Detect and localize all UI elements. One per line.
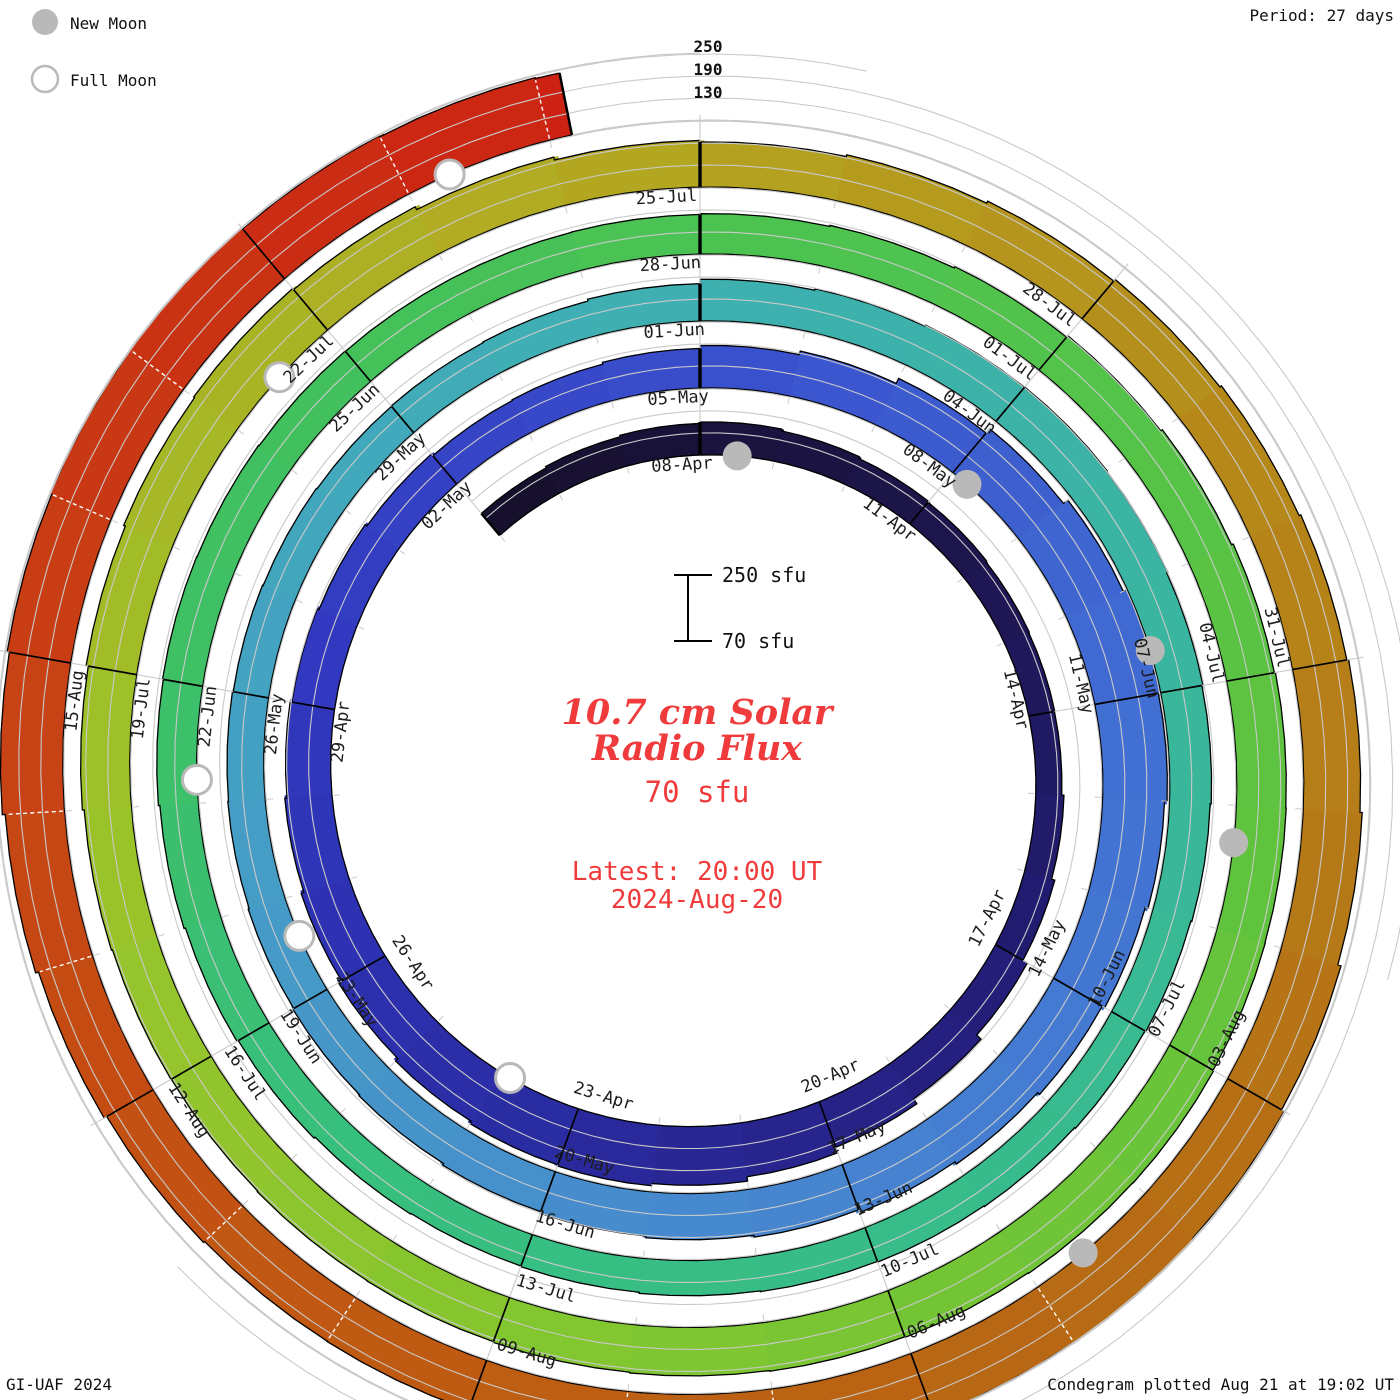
flux-scale-bar bbox=[674, 574, 712, 642]
chart-title-line1: 10.7 cm Solar bbox=[562, 692, 836, 733]
date-tick-label: 05-May bbox=[647, 387, 709, 411]
full-moon-marker bbox=[433, 158, 466, 191]
full-moon-marker bbox=[494, 1061, 527, 1094]
latest-time-label: Latest: 20:00 UT bbox=[572, 857, 823, 887]
full-moon-label: Full Moon bbox=[70, 71, 157, 90]
radial-scale-250: 250 bbox=[694, 37, 723, 56]
moon-legend: New Moon Full Moon bbox=[30, 9, 157, 94]
scale-bottom-label: 70 sfu bbox=[722, 629, 794, 653]
new-moon-label: New Moon bbox=[70, 14, 147, 33]
center-titles: 10.7 cm Solar Radio Flux 70 sfu Latest: … bbox=[562, 692, 836, 915]
credit-label: GI-UAF 2024 bbox=[6, 1375, 112, 1394]
date-tick-label: 28-Jun bbox=[639, 253, 701, 277]
spiral-plot: 08-Apr11-Apr14-Apr17-Apr20-Apr23-Apr26-A… bbox=[0, 52, 1400, 1400]
latest-flux-value: 70 sfu bbox=[645, 775, 750, 809]
full-moon-marker bbox=[263, 361, 296, 394]
latest-date-label: 2024-Aug-20 bbox=[611, 885, 783, 915]
radial-scale-190: 190 bbox=[694, 60, 723, 79]
full-moon-marker bbox=[180, 763, 213, 796]
date-tick-label: 08-Apr bbox=[651, 453, 713, 477]
radial-scale: 250 190 130 bbox=[694, 37, 723, 102]
new-moon-icon bbox=[32, 9, 58, 35]
new-moon-marker bbox=[1219, 828, 1249, 858]
full-moon-icon bbox=[30, 64, 60, 94]
radial-scale-130: 130 bbox=[694, 83, 723, 102]
scale-top-label: 250 sfu bbox=[722, 563, 806, 587]
new-moon-marker bbox=[1068, 1238, 1098, 1268]
new-moon-marker bbox=[722, 441, 752, 471]
chart-title-line2: Radio Flux bbox=[591, 728, 803, 769]
new-moon-marker bbox=[952, 469, 982, 499]
new-moon-marker bbox=[1135, 636, 1165, 666]
period-label: Period: 27 days bbox=[1250, 6, 1395, 25]
date-tick-label: 01-Jun bbox=[643, 320, 705, 344]
full-moon-marker bbox=[283, 919, 316, 952]
plotted-timestamp: Condegram plotted Aug 21 at 19:02 UT bbox=[1047, 1375, 1394, 1394]
date-tick-label: 25-Jul bbox=[635, 186, 697, 210]
